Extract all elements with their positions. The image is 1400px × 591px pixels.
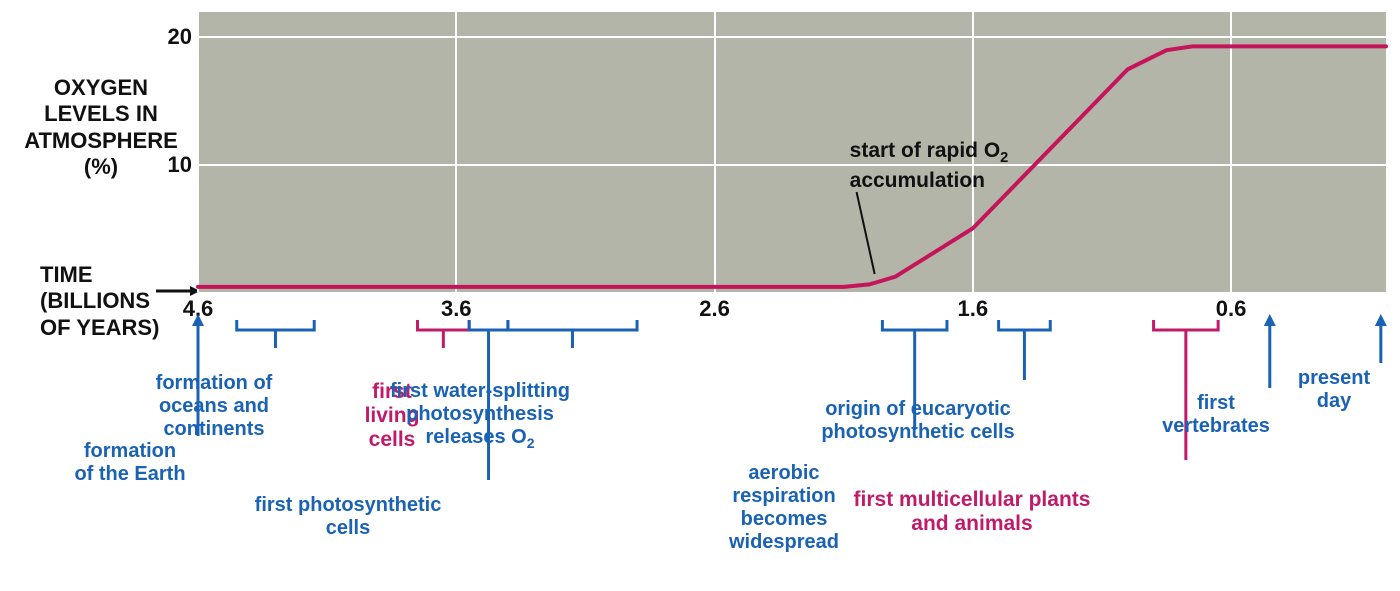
event-arrow-present <box>0 0 1400 591</box>
